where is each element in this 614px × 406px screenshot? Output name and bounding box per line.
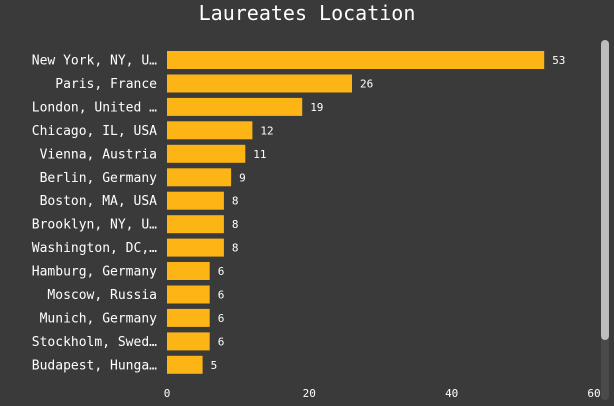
x-tick-label: 20 <box>303 387 316 400</box>
bar[interactable] <box>167 191 224 210</box>
bar[interactable] <box>167 308 210 327</box>
value-label: 6 <box>218 312 225 325</box>
category-label: New York, NY, U… <box>32 54 157 69</box>
bar[interactable] <box>167 285 210 304</box>
value-label: 8 <box>232 195 239 208</box>
value-label: 6 <box>218 289 225 302</box>
category-label: London, United … <box>32 100 157 115</box>
value-label: 8 <box>232 218 239 231</box>
x-tick-label: 40 <box>445 387 458 400</box>
category-label: Hamburg, Germany <box>32 265 157 280</box>
category-label: Washington, DC,… <box>32 241 157 256</box>
x-tick-label: 0 <box>164 387 171 400</box>
category-label: Budapest, Hunga… <box>32 358 157 373</box>
category-label: Moscow, Russia <box>47 288 157 303</box>
category-label: Vienna, Austria <box>40 147 157 162</box>
bar[interactable] <box>167 51 545 69</box>
bar[interactable] <box>167 74 352 93</box>
value-label: 9 <box>239 171 246 184</box>
bar[interactable] <box>167 168 232 187</box>
category-label: Chicago, IL, USA <box>32 124 157 139</box>
bar-chart: New York, NY, U… 53 Paris, France 26 London,… <box>32 51 600 400</box>
category-label: Paris, France <box>55 77 157 92</box>
value-label: 19 <box>310 101 323 114</box>
bar[interactable] <box>167 97 303 116</box>
category-label: Boston, MA, USA <box>40 194 158 209</box>
category-label: Munich, Germany <box>40 311 158 326</box>
bar[interactable] <box>167 262 210 280</box>
value-label: 12 <box>260 124 273 137</box>
bar[interactable] <box>167 121 253 140</box>
bar[interactable] <box>167 238 224 257</box>
chart-title: Laureates Location <box>198 1 416 25</box>
category-label: Stockholm, Swed… <box>32 335 157 350</box>
value-label: 53 <box>552 54 565 67</box>
value-label: 5 <box>211 359 218 372</box>
value-label: 26 <box>360 78 373 91</box>
category-label: Berlin, Germany <box>40 171 158 186</box>
x-tick-label: 60 <box>587 387 600 400</box>
bar[interactable] <box>167 332 210 351</box>
value-label: 6 <box>218 265 225 278</box>
bar[interactable] <box>167 215 224 234</box>
bar[interactable] <box>167 355 203 374</box>
value-label: 6 <box>218 335 225 348</box>
value-label: 11 <box>253 148 266 161</box>
bar[interactable] <box>167 144 246 163</box>
category-label: Brooklyn, NY, U… <box>32 218 157 233</box>
scrollbar-thumb[interactable] <box>601 40 609 340</box>
value-label: 8 <box>232 242 239 255</box>
